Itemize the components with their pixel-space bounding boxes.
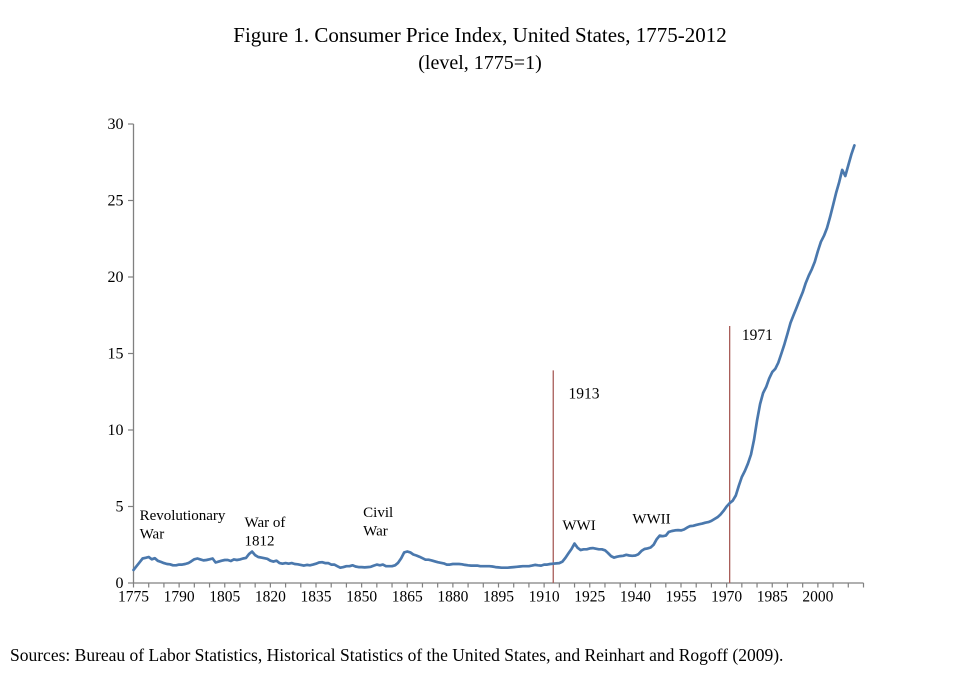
y-tick-label: 25 [108, 193, 124, 210]
x-tick-label: 1955 [666, 588, 697, 605]
x-tick-label: 1925 [574, 588, 605, 605]
y-tick-label: 30 [108, 116, 124, 133]
y-tick-label: 20 [108, 269, 124, 286]
y-tick-label: 0 [116, 575, 124, 592]
event-vline-label: 1913 [568, 385, 599, 402]
x-tick-label: 1880 [437, 588, 468, 605]
x-tick-label: 1835 [301, 588, 332, 605]
y-tick-label: 15 [108, 346, 124, 363]
annotation-label: War of [245, 515, 286, 531]
x-tick-label: 1985 [757, 588, 788, 605]
x-tick-label: 1805 [209, 588, 240, 605]
x-tick-label: 2000 [802, 588, 833, 605]
annotation-label: WWI [562, 518, 595, 534]
x-tick-label: 1940 [620, 588, 651, 605]
annotation-label: War [140, 526, 165, 542]
x-tick-label: 1895 [483, 588, 514, 605]
chart-subtitle: (level, 1775=1) [418, 51, 542, 74]
chart-title: Figure 1. Consumer Price Index, United S… [233, 23, 727, 47]
x-tick-label: 1850 [346, 588, 377, 605]
annotation-label: War [363, 523, 388, 539]
annotation-label: WWII [632, 512, 670, 528]
x-tick-label: 1910 [529, 588, 560, 605]
source-note: Sources: Bureau of Labor Statistics, His… [10, 645, 784, 665]
x-tick-label: 1790 [164, 588, 195, 605]
annotation-label: 1812 [245, 533, 275, 549]
event-vline-label: 1971 [742, 327, 773, 344]
annotation-label: Revolutionary [140, 508, 226, 524]
x-tick-label: 1865 [392, 588, 423, 605]
cpi-series-line [132, 144, 856, 572]
x-tick-label: 1775 [118, 588, 149, 605]
chart-title-block: Figure 1. Consumer Price Index, United S… [0, 22, 960, 76]
x-tick-label: 1820 [255, 588, 286, 605]
y-tick-label: 10 [108, 422, 124, 439]
y-tick-label: 5 [116, 499, 124, 516]
x-tick-label: 1970 [711, 588, 742, 605]
annotation-label: Civil [363, 505, 393, 521]
